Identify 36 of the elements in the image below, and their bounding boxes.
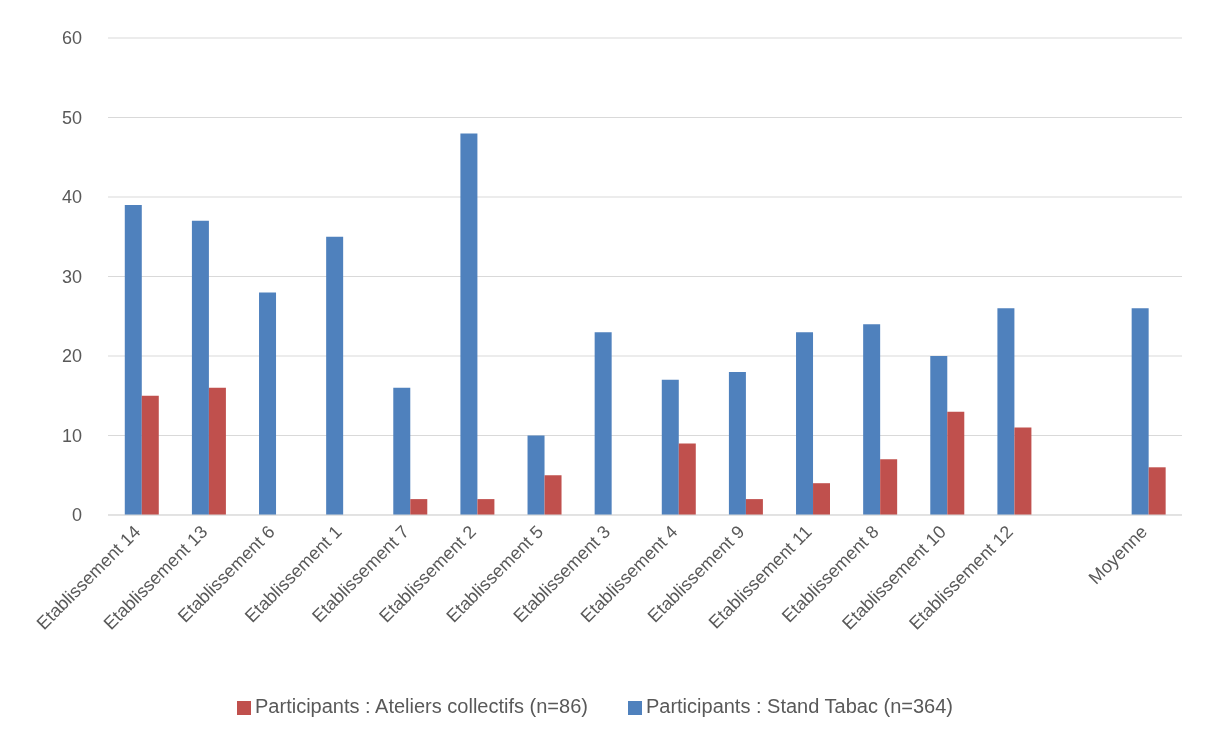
bar: [813, 483, 831, 515]
bar: [393, 387, 411, 515]
bar: [930, 356, 948, 515]
y-tick-label: 0: [71, 505, 82, 526]
bar: [460, 133, 478, 515]
y-tick-label: 20: [61, 346, 82, 367]
bar: [678, 443, 696, 515]
bar: [326, 236, 344, 515]
bar: [880, 459, 898, 515]
bar: [745, 499, 763, 515]
bar: [124, 204, 142, 515]
legend-label: Participants : Stand Tabac (n=364): [645, 695, 953, 717]
bar: [1131, 308, 1149, 515]
bar: [1014, 427, 1032, 515]
bar: [527, 435, 545, 515]
y-tick-label: 60: [61, 28, 82, 49]
y-tick-label: 50: [61, 107, 82, 128]
bar: [208, 387, 226, 515]
bar: [796, 332, 814, 515]
bar: [594, 332, 612, 515]
bar: [863, 324, 881, 515]
y-tick-label: 10: [61, 425, 82, 446]
bar: [1148, 467, 1166, 515]
bar: [191, 220, 209, 515]
legend-label: Participants : Ateliers collectifs (n=86): [255, 695, 588, 717]
bar: [477, 499, 495, 515]
bar: [728, 371, 746, 515]
bar: [544, 475, 562, 515]
bar: [997, 308, 1015, 515]
bar: [661, 379, 679, 515]
bar: [947, 411, 965, 515]
bar: [259, 292, 277, 515]
bar: [410, 499, 428, 515]
y-tick-label: 40: [61, 187, 82, 208]
bar: [141, 395, 159, 515]
y-tick-label: 30: [61, 266, 82, 287]
